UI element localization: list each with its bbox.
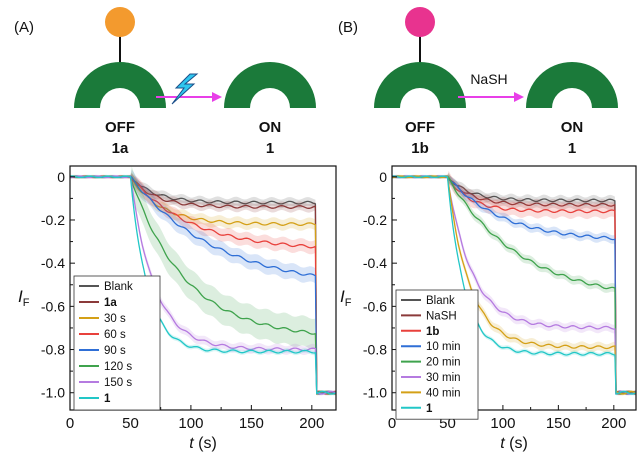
panel-label-a: (A) bbox=[14, 19, 34, 36]
y-tick-label: -0.4 bbox=[363, 255, 387, 271]
probe-ball bbox=[105, 7, 135, 37]
y-tick-label: -0.2 bbox=[363, 212, 387, 228]
y-tick-label: -0.6 bbox=[41, 298, 65, 314]
state-label-on: ON bbox=[561, 119, 584, 136]
y-tick-label: -0.8 bbox=[41, 342, 65, 358]
legend-entry: 120 s bbox=[104, 361, 132, 373]
legend-box bbox=[73, 275, 161, 411]
legend-entry: 60 s bbox=[104, 329, 126, 341]
x-tick-label: 100 bbox=[490, 415, 515, 432]
x-tick-label: 50 bbox=[122, 415, 139, 432]
legend-entry: 40 min bbox=[426, 387, 461, 399]
legend-entry: 30 s bbox=[104, 313, 126, 325]
state-label-off: OFF bbox=[105, 119, 135, 136]
x-axis-label: t (s) bbox=[189, 435, 217, 452]
legend-entry: 20 min bbox=[426, 357, 461, 369]
series-line bbox=[392, 175, 637, 395]
probe-ball bbox=[405, 7, 435, 37]
x-axis-label: t (s) bbox=[500, 435, 528, 452]
arrow-head-icon bbox=[514, 92, 524, 102]
arrow-head-icon bbox=[212, 92, 222, 102]
x-tick-label: 100 bbox=[178, 415, 203, 432]
receptor-ring-icon bbox=[74, 62, 166, 108]
legend-entry: 150 s bbox=[104, 377, 132, 389]
receptor-ring-icon bbox=[224, 62, 316, 108]
receptor-ring-icon bbox=[374, 62, 466, 108]
y-axis-label: IF bbox=[340, 287, 352, 309]
legend-entry: 30 min bbox=[426, 372, 461, 384]
panel-label-b: (B) bbox=[338, 19, 358, 36]
x-tick-label: 0 bbox=[66, 415, 74, 432]
plot-frame bbox=[391, 165, 637, 411]
compound-label: 1 bbox=[266, 140, 274, 157]
y-tick-label: -0.2 bbox=[41, 212, 65, 228]
plot-frame bbox=[69, 165, 337, 411]
legend-entry: 1a bbox=[104, 297, 117, 309]
x-tick-label: 150 bbox=[546, 415, 571, 432]
legend-entry: 1b bbox=[426, 326, 439, 338]
compound-label: 1a bbox=[112, 140, 129, 157]
y-axis-label: IF bbox=[18, 287, 30, 309]
y-tick-label: -0.6 bbox=[363, 298, 387, 314]
x-tick-label: 200 bbox=[601, 415, 626, 432]
scheme-b: (B) NaSH OFF 1b ON 1 bbox=[338, 7, 618, 157]
compound-label: 1b bbox=[411, 140, 429, 157]
legend-box bbox=[395, 289, 479, 420]
legend-entry: NaSH bbox=[426, 310, 457, 322]
reagent-label: NaSH bbox=[470, 71, 507, 87]
series-line bbox=[70, 175, 337, 395]
receptor-ring-icon bbox=[526, 62, 618, 108]
series-line bbox=[69, 175, 337, 395]
chart-a: 0 50 100 150 200 0 -0.2 -0.4 -0.6 -0.8 -1.0 t (s) IF… bbox=[18, 165, 337, 452]
legend-entry: 1 bbox=[426, 403, 433, 415]
error-band bbox=[392, 173, 636, 396]
legend-entry: Blank bbox=[426, 295, 455, 307]
legend-entry: Blank bbox=[104, 281, 133, 293]
x-tick-label: 0 bbox=[388, 415, 396, 432]
y-tick-label: -0.4 bbox=[41, 255, 65, 271]
state-label-on: ON bbox=[259, 119, 282, 136]
lightning-bolt-icon bbox=[171, 73, 199, 105]
x-tick-label: 200 bbox=[299, 415, 324, 432]
compound-label: 1 bbox=[568, 140, 576, 157]
scheme-a: (A) OFF 1a ON 1 bbox=[14, 7, 316, 157]
legend-entry: 10 min bbox=[426, 341, 461, 353]
series-line bbox=[391, 175, 637, 395]
y-tick-label: 0 bbox=[57, 169, 65, 185]
error-band bbox=[70, 166, 336, 396]
x-tick-label: 150 bbox=[239, 415, 264, 432]
legend-entry: 90 s bbox=[104, 345, 126, 357]
legend-entry: 1 bbox=[104, 393, 111, 405]
y-tick-label: -1.0 bbox=[363, 385, 387, 401]
error-band bbox=[70, 172, 336, 396]
y-tick-label: -0.8 bbox=[363, 342, 387, 358]
state-label-off: OFF bbox=[405, 119, 435, 136]
y-tick-label: -1.0 bbox=[41, 385, 65, 401]
y-tick-label: 0 bbox=[379, 169, 387, 185]
